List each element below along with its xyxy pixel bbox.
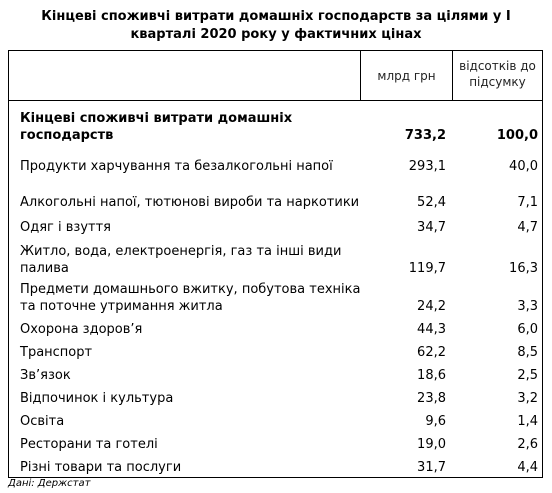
table-row: Продукти харчування та безалкогольні нап… (9, 158, 542, 180)
row-value-percent: 6,0 (517, 322, 538, 337)
table-title: Кінцеві споживчі витрати домашніх господ… (0, 8, 552, 44)
row-value-billion: 44,3 (417, 322, 446, 337)
row-label-line-1: Предмети домашнього вжитку, побутова тех… (20, 282, 361, 297)
column-divider (360, 51, 361, 101)
header-divider (9, 100, 542, 101)
column-header-percent: відсотків до підсумку (453, 58, 542, 90)
table-row: Відпочинок і культура 23,8 3,2 (9, 390, 542, 412)
column-header-billion-uah: млрд грн (377, 69, 436, 83)
table-row: Транспорт 62,2 8,5 (9, 344, 542, 366)
table-row: Алкогольні напої, тютюнові вироби та нар… (9, 194, 542, 216)
column-divider (452, 51, 453, 101)
row-label: Відпочинок і культура (20, 391, 174, 406)
row-label: Кінцеві споживчі витрати домашніх господ… (20, 110, 365, 144)
row-value-percent: 2,6 (517, 437, 538, 452)
row-label-line-1: Житло, вода, електроенергія, газ та інші… (20, 244, 342, 259)
row-label-line-2: палива (20, 261, 69, 276)
table-row-total: Кінцеві споживчі витрати домашніх господ… (9, 108, 542, 144)
row-value-billion: 9,6 (425, 414, 446, 429)
row-label: Предмети домашнього вжитку, побутова тех… (20, 281, 365, 315)
row-label: Алкогольні напої, тютюнові вироби та нар… (20, 195, 360, 210)
column-header-percent-line-1: відсотків до (459, 59, 536, 73)
row-label: Зв’язок (20, 368, 71, 383)
row-value-percent: 4,4 (517, 460, 538, 475)
title-line-1: Кінцеві споживчі витрати домашніх господ… (41, 9, 511, 24)
row-value-percent: 1,4 (517, 414, 538, 429)
row-label: Охорона здоров’я (20, 322, 143, 337)
row-value-billion: 34,7 (417, 220, 446, 235)
row-value-percent: 2,5 (517, 368, 538, 383)
row-value-billion: 293,1 (408, 159, 446, 174)
row-label: Транспорт (20, 345, 93, 360)
row-value-percent: 16,3 (509, 261, 538, 276)
row-value-percent: 40,0 (509, 159, 538, 174)
row-value-billion: 52,4 (417, 195, 446, 210)
row-value-billion: 19,0 (417, 437, 446, 452)
table-row: Одяг і взуття 34,7 4,7 (9, 219, 542, 241)
source-note: Дані: Держстат (8, 478, 91, 489)
row-label: Освіта (20, 414, 65, 429)
row-value-billion: 62,2 (417, 345, 446, 360)
row-label-line-2: та поточне утримання житла (20, 299, 223, 314)
row-value-percent: 7,1 (517, 195, 538, 210)
row-label: Ресторани та готелі (20, 437, 158, 452)
row-label-line-1: Кінцеві споживчі витрати домашніх (20, 111, 293, 126)
row-value-billion: 733,2 (404, 128, 446, 143)
table-row: Житло, вода, електроенергія, газ та інші… (9, 243, 542, 279)
table-row: Охорона здоров’я 44,3 6,0 (9, 321, 542, 343)
row-value-billion: 119,7 (408, 261, 446, 276)
table-row: Різні товари та послуги 31,7 4,4 (9, 459, 542, 478)
row-label: Одяг і взуття (20, 220, 111, 235)
row-value-percent: 4,7 (517, 220, 538, 235)
column-header-percent-line-2: підсумку (469, 75, 526, 89)
data-table: млрд грн відсотків до підсумку Кінцеві с… (8, 50, 543, 478)
row-value-percent: 100,0 (496, 128, 538, 143)
row-label: Продукти харчування та безалкогольні нап… (20, 159, 333, 174)
row-label: Різні товари та послуги (20, 460, 182, 475)
table-row: Зв’язок 18,6 2,5 (9, 367, 542, 389)
table-row: Освіта 9,6 1,4 (9, 413, 542, 435)
row-value-billion: 31,7 (417, 460, 446, 475)
title-line-2: кварталі 2020 року у фактичних цінах (130, 27, 422, 42)
row-value-percent: 3,2 (517, 391, 538, 406)
row-label: Житло, вода, електроенергія, газ та інші… (20, 243, 365, 277)
row-label-line-2: господарств (20, 128, 114, 143)
row-value-billion: 18,6 (417, 368, 446, 383)
row-value-percent: 3,3 (517, 299, 538, 314)
table-row: Предмети домашнього вжитку, побутова тех… (9, 281, 542, 317)
row-value-billion: 23,8 (417, 391, 446, 406)
table-row: Ресторани та готелі 19,0 2,6 (9, 436, 542, 458)
row-value-percent: 8,5 (517, 345, 538, 360)
row-value-billion: 24,2 (417, 299, 446, 314)
